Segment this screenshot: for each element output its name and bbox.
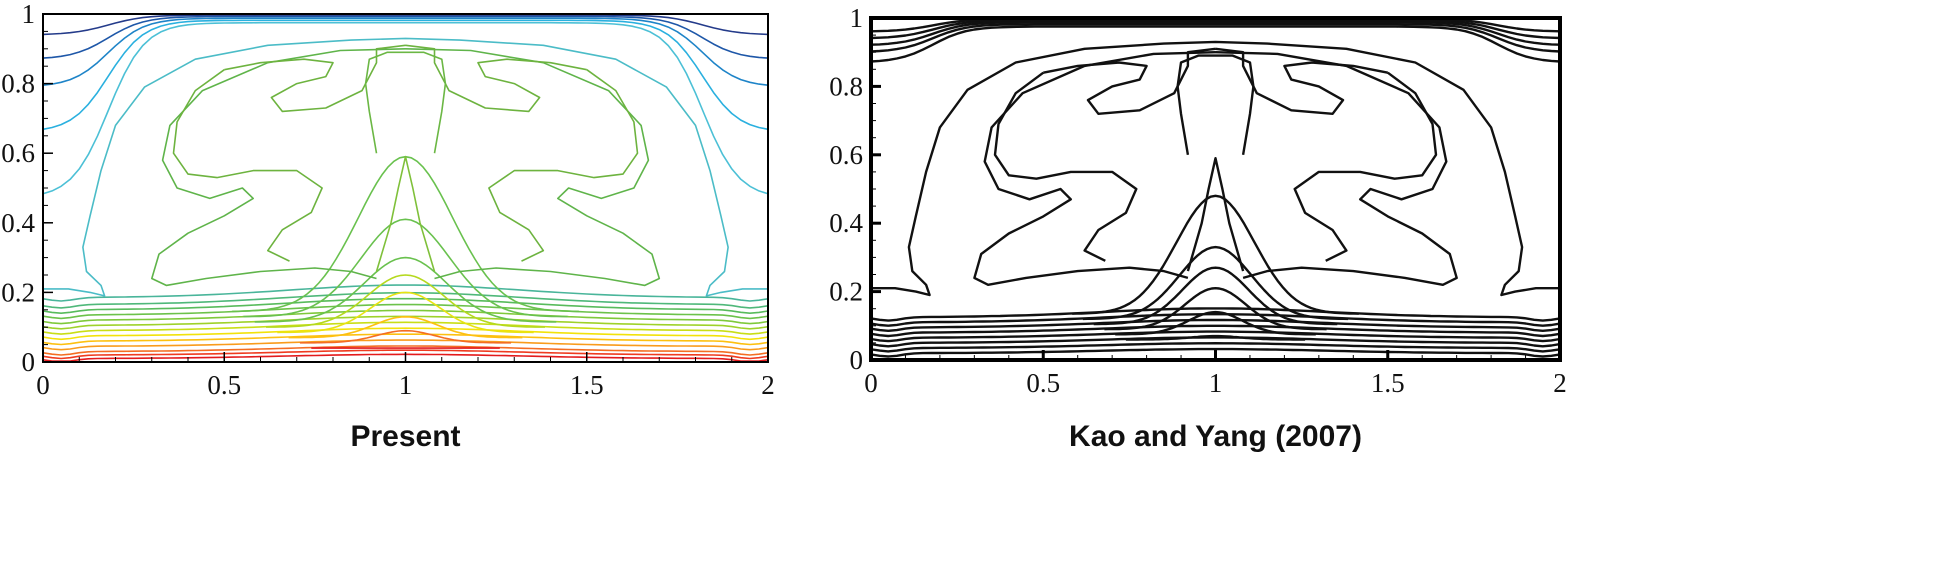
contour-line-plume-stem xyxy=(364,51,447,154)
y-tick-label: 0 xyxy=(850,345,864,375)
contour-line-cell-left-inner xyxy=(172,69,323,262)
x-tick-label: 0 xyxy=(36,370,50,400)
contour-line-top-loop-right xyxy=(1215,47,1389,115)
contour-line-top xyxy=(870,19,1561,40)
contour-line-cell-left xyxy=(151,48,406,287)
contour-line-top-loop-right xyxy=(405,44,587,113)
chart-present: 0 0.5 1 1.5 2 0 0.2 0.4 0.6 0.8 1 Present xyxy=(1,0,775,453)
contour-line-plume xyxy=(299,329,512,344)
contour-line-plume xyxy=(1125,334,1306,341)
x-tick-labels: 0 0.5 1 1.5 2 xyxy=(864,368,1567,398)
contour-line-plume xyxy=(1093,266,1338,326)
contour-line-cell-right-inner xyxy=(1293,71,1438,262)
contour-line-bottom xyxy=(870,336,1561,348)
x-tick-label: 0 xyxy=(864,368,878,398)
caption-present: Present xyxy=(350,420,460,453)
y-tick-label: 0.4 xyxy=(829,208,863,238)
y-tick-label: 0 xyxy=(22,347,36,377)
contour-line-bottom xyxy=(42,284,769,302)
contour-line-plume xyxy=(266,274,545,328)
contour-line-bottom xyxy=(42,297,769,314)
contour-lines xyxy=(870,17,1561,358)
contour-lines xyxy=(42,14,769,362)
y-tick-label: 0.8 xyxy=(1,69,35,99)
contour-line-plume xyxy=(1082,245,1349,321)
contour-line-bottom xyxy=(42,309,769,325)
contour-line-top xyxy=(870,25,1561,63)
contour-line-top xyxy=(870,23,1561,53)
contour-line-bottom xyxy=(870,347,1561,358)
contour-line-bottom xyxy=(870,318,1561,332)
contour-line-plume xyxy=(288,316,523,339)
y-tick-label: 0.4 xyxy=(1,208,35,238)
contour-line-top xyxy=(42,19,769,131)
caption-kao-and-yang: Kao and Yang (2007) xyxy=(1069,420,1362,453)
y-tick-labels: 0 0.2 0.4 0.6 0.8 1 xyxy=(829,3,863,375)
contour-line-cell-right xyxy=(405,48,661,287)
contour-line-cell-left xyxy=(973,51,1216,286)
contour-line-cell-left-inner xyxy=(993,71,1138,262)
contour-line-plume xyxy=(277,291,534,334)
contour-line-plume xyxy=(232,155,579,313)
x-tick-label: 2 xyxy=(761,370,775,400)
contour-line-outer-cell xyxy=(871,40,1560,297)
x-tick-label: 1.5 xyxy=(570,370,604,400)
x-tick-label: 0.5 xyxy=(1026,368,1060,398)
y-tick-label: 0.2 xyxy=(829,277,863,307)
axis-ticks xyxy=(869,16,1562,362)
x-tick-label: 0.5 xyxy=(207,370,241,400)
y-tick-label: 1 xyxy=(22,0,36,29)
contour-line-plume xyxy=(243,218,568,318)
contour-line-bottom xyxy=(870,330,1561,343)
contour-line-cell-right xyxy=(1215,51,1458,286)
contour-line-plume-stem xyxy=(1176,54,1255,155)
y-tick-label: 0.6 xyxy=(829,140,863,170)
contour-line-bottom xyxy=(870,307,1561,322)
contour-line-bottom xyxy=(870,342,1561,353)
contour-line-bottom xyxy=(870,324,1561,338)
y-tick-label: 0.2 xyxy=(1,277,35,307)
contour-line-top xyxy=(42,17,769,86)
contour-line-plume-core xyxy=(375,155,436,272)
x-tick-label: 1.5 xyxy=(1371,368,1405,398)
y-tick-labels: 0 0.2 0.4 0.6 0.8 1 xyxy=(1,0,35,377)
contour-line-bottom xyxy=(42,333,769,346)
contour-line-top xyxy=(42,15,769,59)
contour-line-bottom xyxy=(42,327,769,341)
contour-line-bottom xyxy=(42,321,769,335)
contour-line-outer-cell xyxy=(43,37,768,297)
axis-ticks xyxy=(42,13,769,363)
x-tick-labels: 0 0.5 1 1.5 2 xyxy=(36,370,775,400)
contour-line-bottom xyxy=(42,339,769,351)
contour-line-plume-core xyxy=(1186,157,1245,272)
contour-line-bottom xyxy=(870,313,1561,327)
contour-line-cell-right-inner xyxy=(488,69,639,262)
contour-line-plume xyxy=(1115,310,1316,336)
contour-line-top-loop-left xyxy=(1043,47,1216,115)
contour-line-plume xyxy=(1072,194,1359,315)
y-tick-label: 0.8 xyxy=(829,71,863,101)
contour-line-plume xyxy=(254,256,557,323)
contour-line-top-loop-left xyxy=(224,44,406,113)
contour-line-bottom xyxy=(42,349,769,360)
contour-line-plume xyxy=(1104,287,1327,331)
x-tick-label: 1 xyxy=(399,370,413,400)
contour-line-top xyxy=(870,20,1561,46)
contour-line-bottom xyxy=(42,345,769,356)
contour-line-top xyxy=(42,21,769,195)
chart-kao-and-yang: 0 0.5 1 1.5 2 0 0.2 0.4 0.6 0.8 1 Kao and Yang (2… xyxy=(829,3,1567,453)
contour-line-bottom xyxy=(42,303,769,320)
x-tick-label: 1 xyxy=(1209,368,1223,398)
contour-line-bottom xyxy=(42,291,769,309)
x-tick-label: 2 xyxy=(1553,368,1567,398)
y-tick-label: 1 xyxy=(850,3,864,33)
y-tick-label: 0.6 xyxy=(1,138,35,168)
